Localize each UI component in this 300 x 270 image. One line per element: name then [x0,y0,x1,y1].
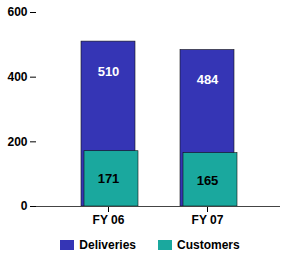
svg-text:200: 200 [7,135,27,149]
svg-text:400: 400 [7,70,27,84]
svg-text:484: 484 [197,72,219,87]
svg-text:171: 171 [98,171,120,186]
svg-text:FY 07: FY 07 [192,213,224,227]
svg-text:FY 06: FY 06 [93,213,125,227]
svg-text:600: 600 [7,5,27,19]
html-text:Deliveries: Deliveries [79,238,136,252]
svg-text:0: 0 [21,199,28,213]
html-text:Customers: Customers [177,238,240,252]
svg-text:165: 165 [197,173,219,188]
svg-text:510: 510 [98,64,120,79]
